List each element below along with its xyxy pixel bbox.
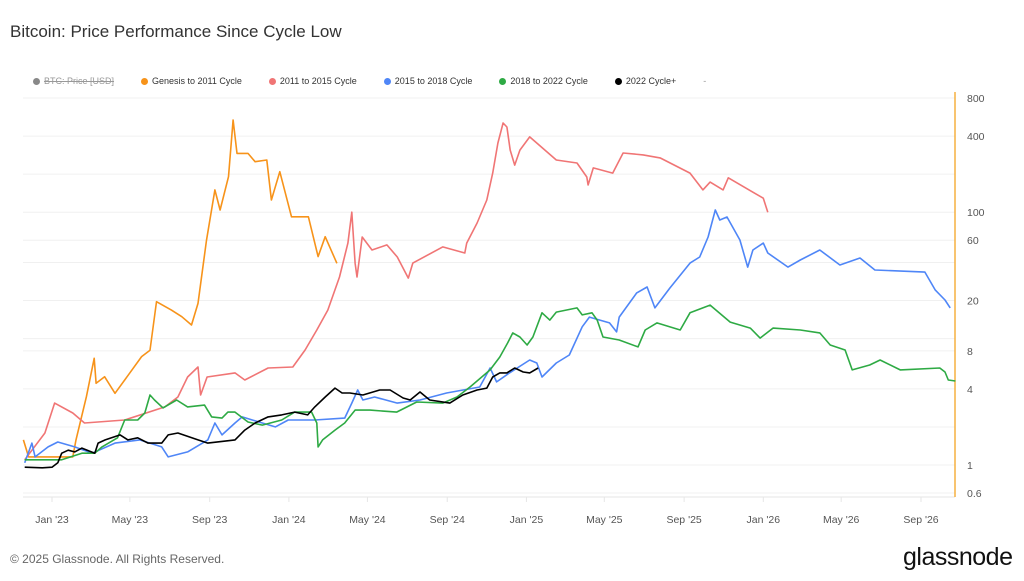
- legend-label: 2015 to 2018 Cycle: [394, 76, 473, 86]
- legend-item-2011-2015[interactable]: 2011 to 2015 Cycle: [268, 76, 357, 86]
- copyright: © 2025 Glassnode. All Rights Reserved.: [10, 552, 225, 566]
- x-tick-label: Jan '23: [35, 514, 69, 526]
- x-tick-label: Sep '25: [666, 514, 701, 526]
- legend-item-2022-cycle[interactable]: 2022 Cycle+: [614, 76, 677, 86]
- y-tick-label: 4: [967, 384, 973, 396]
- x-tick-label: May '23: [112, 514, 149, 526]
- x-tick-label: May '25: [586, 514, 623, 526]
- y-tick-label: 800: [967, 93, 985, 105]
- y-tick-label: 60: [967, 235, 979, 247]
- x-tick-label: Sep '23: [192, 514, 227, 526]
- legend: BTC: Price [USD] Genesis to 2011 Cycle 2…: [33, 76, 733, 86]
- legend-item-btc-price[interactable]: BTC: Price [USD]: [33, 76, 114, 86]
- y-tick-label: 8: [967, 346, 973, 358]
- series-line-2018-to-2022-cycle: [24, 304, 956, 461]
- legend-label: -: [703, 76, 707, 86]
- legend-item-genesis-2011[interactable]: Genesis to 2011 Cycle: [141, 76, 242, 86]
- legend-dot-icon: [141, 77, 149, 85]
- series-line-genesis-to-2011-cycle: [22, 119, 338, 458]
- legend-item-empty[interactable]: -: [703, 76, 706, 86]
- y-tick-label: 20: [967, 296, 979, 308]
- legend-dot-icon: [614, 77, 622, 85]
- y-tick-label: 100: [967, 207, 985, 219]
- chart-title: Bitcoin: Price Performance Since Cycle L…: [10, 22, 342, 41]
- glassnode-logo: glassnode: [903, 543, 1013, 571]
- legend-label: 2022 Cycle+: [625, 76, 677, 86]
- y-tick-label: 0.6: [967, 488, 982, 500]
- series-line-2011-to-2015-cycle: [24, 122, 769, 461]
- legend-dot-icon: [499, 77, 507, 85]
- legend-label: Genesis to 2011 Cycle: [152, 76, 242, 86]
- series-line-2022-cycle-: [24, 367, 539, 469]
- x-tick-label: Sep '24: [430, 514, 465, 526]
- legend-dot-icon: [383, 77, 391, 85]
- legend-item-2018-2022[interactable]: 2018 to 2022 Cycle: [499, 76, 588, 86]
- legend-label: 2018 to 2022 Cycle: [510, 76, 588, 86]
- x-tick-label: Jan '26: [747, 514, 781, 526]
- legend-dot-icon: [268, 77, 276, 85]
- x-tick-label: May '26: [823, 514, 860, 526]
- x-tick-label: Jan '24: [272, 514, 306, 526]
- x-tick-label: May '24: [349, 514, 386, 526]
- y-tick-label: 1: [967, 460, 973, 472]
- legend-dot-icon: [33, 77, 40, 85]
- x-tick-label: Jan '25: [510, 514, 544, 526]
- series-line-2015-to-2018-cycle: [23, 209, 951, 464]
- legend-label: BTC: Price [USD]: [44, 76, 115, 86]
- legend-item-2015-2018[interactable]: 2015 to 2018 Cycle: [383, 76, 473, 86]
- x-tick-label: Sep '26: [903, 514, 938, 526]
- y-tick-label: 400: [967, 131, 985, 143]
- legend-label: 2011 to 2015 Cycle: [279, 76, 357, 86]
